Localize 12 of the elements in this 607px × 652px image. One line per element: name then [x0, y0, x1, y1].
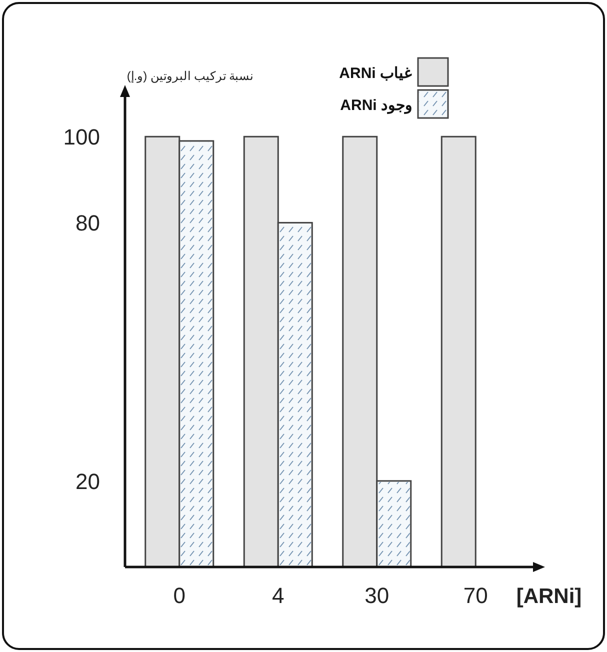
x-tick-label: 70	[463, 583, 488, 608]
x-axis-title: [ARNi]	[516, 585, 582, 608]
y-tick-label: 80	[76, 210, 100, 236]
x-tick-label: 0	[173, 583, 186, 608]
y-tick-label: 100	[63, 124, 100, 150]
y-tick-label: 20	[76, 468, 100, 494]
legend-label: وجود ARNi	[340, 97, 412, 114]
y-axis-title: نسبة تركيب البروتين (و.إ)	[126, 69, 254, 84]
bar	[440, 136, 476, 568]
x-tick-label: 30	[364, 583, 390, 608]
legend-label: غياب ARNi	[339, 65, 412, 82]
x-tick-label: 4	[272, 583, 284, 608]
